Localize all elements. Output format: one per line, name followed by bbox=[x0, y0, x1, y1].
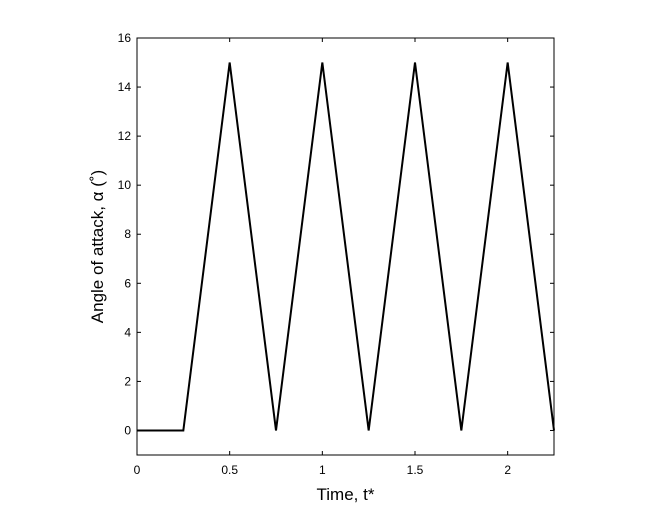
y-tick-label: 2 bbox=[124, 374, 131, 388]
y-axis-label-text: Angle of attack, α (˚) bbox=[88, 170, 107, 323]
y-tick-label: 10 bbox=[118, 178, 132, 192]
y-tick-label: 4 bbox=[124, 325, 131, 339]
x-tick-label: 1.5 bbox=[407, 463, 424, 477]
series-layer bbox=[137, 62, 555, 432]
x-tick-label: 2 bbox=[504, 463, 511, 477]
plot-area-frame bbox=[136, 37, 555, 456]
y-tick-label: 16 bbox=[118, 31, 132, 45]
x-axis-label: Time, t* bbox=[317, 485, 375, 504]
x-tick-label: 1 bbox=[319, 463, 326, 477]
ticks: 0 0.5 1 1.5 2 0 2 4 6 8 10 12 14 16 bbox=[118, 31, 554, 477]
y-tick-label: 0 bbox=[124, 423, 131, 437]
y-tick-label: 6 bbox=[124, 276, 131, 290]
y-tick-label: 8 bbox=[124, 227, 131, 241]
x-tick-label: 0 bbox=[134, 463, 141, 477]
x-tick-label: 0.5 bbox=[221, 463, 238, 477]
y-tick-label: 14 bbox=[118, 80, 132, 94]
y-axis-label: Angle of attack, α (˚) bbox=[88, 170, 107, 323]
y-tick-label: 12 bbox=[118, 129, 132, 143]
series-line bbox=[137, 62, 555, 432]
